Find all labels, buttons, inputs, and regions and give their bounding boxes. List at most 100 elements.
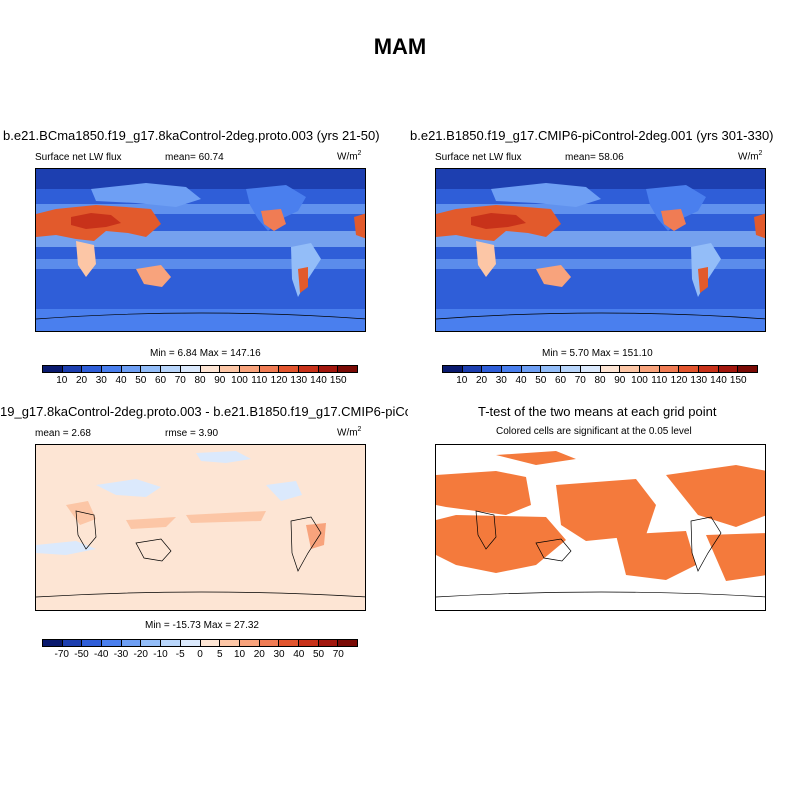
panel3-pos-patch-africa (66, 501, 96, 525)
colorbar-segment (62, 640, 83, 646)
colorbar-segment (43, 640, 63, 646)
panel4-antarctica-coast (436, 591, 765, 598)
panel3-rmse-label: rmse = (165, 428, 196, 439)
colorbar-segment (200, 366, 221, 372)
panel4-sig-region-indian (436, 515, 566, 573)
colorbar-tick-label: 130 (290, 375, 308, 386)
panel3-units-base: W/m (337, 427, 358, 439)
panel1-mean: mean= 60.74 (165, 152, 224, 163)
colorbar-segment (298, 640, 319, 646)
colorbar-segment (62, 366, 83, 372)
panel2-colorbar (442, 365, 758, 373)
panel3-neg-patch-asia (96, 479, 161, 497)
colorbar-segment (639, 366, 660, 372)
colorbar-segment (443, 366, 463, 372)
panel4-title: T-test of the two means at each grid poi… (478, 404, 717, 419)
panel2-variable: Surface net LW flux (435, 152, 522, 163)
panel4-sig-region-south-atl (706, 533, 765, 581)
panel4-sig-region-africa-atl (436, 471, 531, 515)
panel1-title: b.e21.BCma1850.f19_g17.8kaControl-2deg.p… (3, 128, 380, 143)
panel3-mean-value: 2.68 (71, 428, 91, 439)
colorbar-tick-label: -70 (54, 649, 69, 660)
colorbar-segment (698, 366, 719, 372)
panel4-map (435, 444, 766, 611)
panel2-land-africa-east-edge (754, 213, 765, 239)
panel3-map (35, 444, 366, 611)
colorbar-tick-label: 130 (690, 375, 708, 386)
colorbar-segment (600, 366, 621, 372)
colorbar-tick-label: 100 (231, 375, 248, 386)
colorbar-tick-label: 60 (554, 375, 567, 386)
panel2-land-australia (536, 265, 571, 287)
colorbar-tick-label: 20 (75, 375, 88, 386)
panel2-arctic (436, 169, 765, 189)
colorbar-segment (482, 366, 503, 372)
colorbar-segment (82, 366, 103, 372)
panel1-land-australia (136, 265, 171, 287)
colorbar-tick-label: 20 (475, 375, 488, 386)
colorbar-segment (180, 640, 201, 646)
panel1-minmax: Min = 6.84 Max = 147.16 (150, 348, 261, 359)
panel2-mean-label: mean= (565, 152, 596, 163)
colorbar-tick-label: 10 (233, 649, 246, 660)
colorbar-tick-label: 90 (214, 375, 226, 386)
panel1-antarctica-coast (36, 312, 365, 320)
colorbar-tick-label: 5 (216, 649, 223, 660)
colorbar-segment (318, 640, 339, 646)
colorbar-tick-label: 30 (273, 649, 285, 660)
colorbar-segment (561, 366, 581, 372)
panel2-southern (436, 309, 765, 331)
panel1-units-exp: 2 (357, 150, 362, 157)
colorbar-tick-label: 30 (95, 375, 107, 386)
colorbar-segment (259, 366, 280, 372)
colorbar-tick-label: -30 (113, 649, 129, 660)
panel2-mean: mean= 58.06 (565, 152, 624, 163)
panel2-land-sa-south (698, 267, 708, 293)
panel1-colorbar (42, 365, 358, 373)
colorbar-segment (580, 366, 601, 372)
colorbar-segment (679, 366, 699, 372)
panel2-map (435, 168, 766, 332)
panel1-max-value: 147.16 (230, 348, 261, 359)
colorbar-tick-label: -20 (133, 649, 148, 660)
colorbar-segment (239, 640, 260, 646)
panel1-land-africa-east-edge (354, 213, 365, 239)
colorbar-tick-label: 120 (670, 375, 688, 386)
panel1-land-south-africa (76, 241, 96, 277)
panel1-mean-label: mean= (165, 152, 196, 163)
panel1-band-s (36, 259, 365, 269)
colorbar-segment (502, 366, 522, 372)
colorbar-tick-label: 10 (456, 375, 468, 386)
panel2-colorbar-labels: 10 20 30 40 50 60 70 80 90 100 110 120 130 140 150 (442, 375, 758, 387)
panel3-coast-australia (135, 538, 172, 562)
colorbar-tick-label: 120 (270, 375, 288, 386)
panel2-land-sahara (471, 213, 526, 229)
colorbar-tick-label: 110 (651, 375, 668, 386)
colorbar-segment (279, 640, 299, 646)
panel2-land-south-africa (476, 241, 496, 277)
panel2-min-value: 5.70 (569, 348, 589, 359)
panel3-neg-patch-south-atl (36, 541, 96, 555)
panel2-max-label: Max = (591, 348, 620, 359)
panel2-band-n (436, 204, 765, 214)
panel3-units-exp: 2 (357, 426, 362, 433)
panel4-sig-region-na-atl (666, 465, 765, 527)
colorbar-segment (298, 366, 319, 372)
colorbar-segment (121, 366, 142, 372)
panel3-colorbar-labels: -70 -50 -40 -30 -20 -10 -5 0 5 10 20 30 40 50 70 (42, 649, 358, 661)
panel3-title: 19_g17.8kaControl-2deg.proto.003 - b.e21… (0, 404, 408, 419)
colorbar-segment (738, 366, 757, 372)
colorbar-tick-label: 40 (293, 649, 305, 660)
figure-title: MAM (373, 34, 427, 59)
panel1-mean-value: 60.74 (198, 152, 224, 163)
colorbar-segment (102, 640, 122, 646)
colorbar-tick-label: 70 (332, 649, 344, 660)
colorbar-tick-label: 70 (174, 375, 186, 386)
colorbar-tick-label: 10 (56, 375, 68, 386)
panel4-coast-australia (535, 538, 572, 562)
colorbar-tick-label: -10 (153, 649, 168, 660)
colorbar-tick-label: 50 (312, 649, 325, 660)
colorbar-segment (279, 366, 299, 372)
colorbar-segment (541, 366, 562, 372)
panel1-variable: Surface net LW flux (35, 152, 122, 163)
